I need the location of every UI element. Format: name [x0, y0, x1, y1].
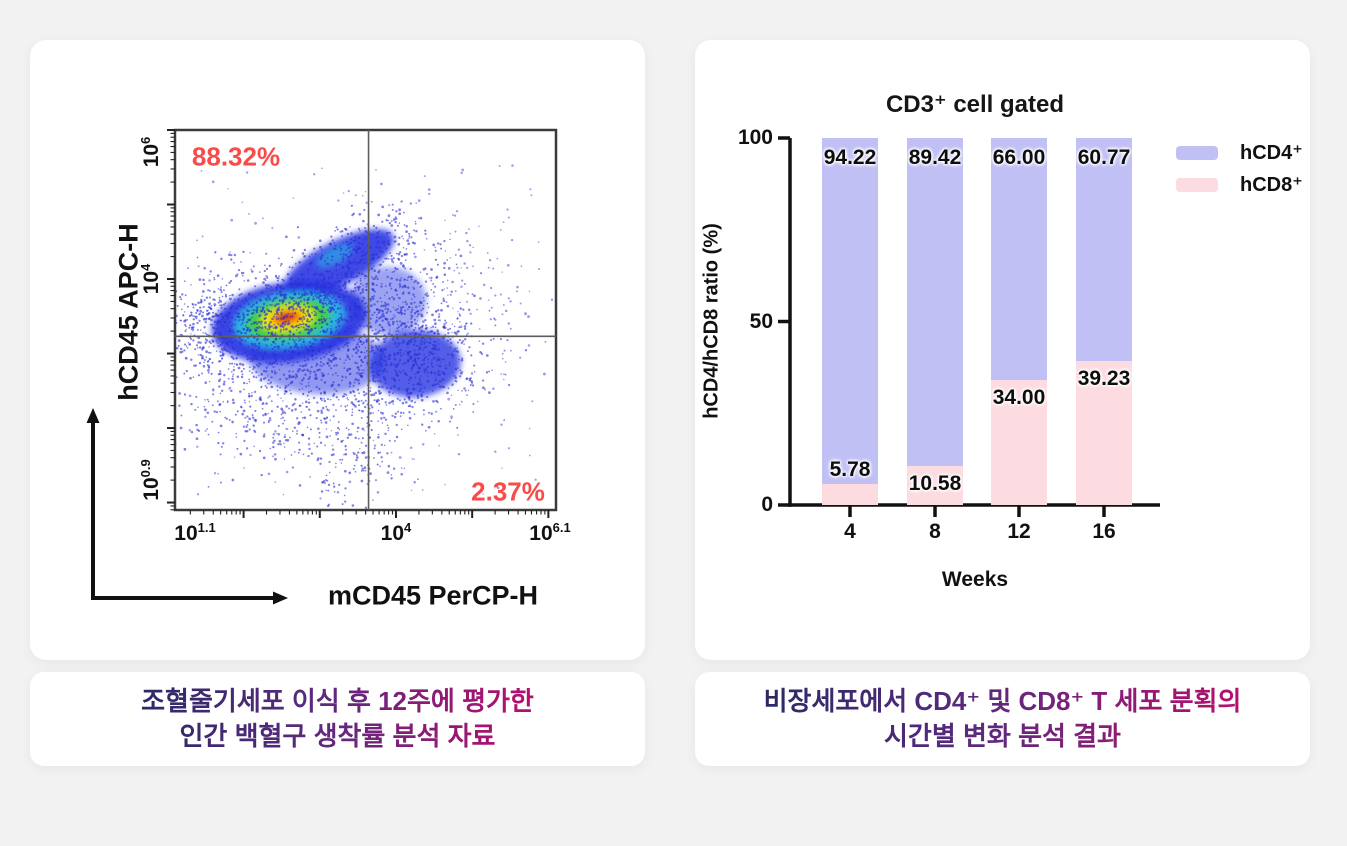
- bar-y-tick-50: 50: [749, 309, 773, 333]
- bar-week-16-hcd8: [1076, 361, 1132, 505]
- bar-caption: 비장세포에서 CD4⁺ 및 CD8⁺ T 세포 분획의 시간별 변화 분석 결과: [764, 684, 1242, 754]
- bar-y-tick-0: 0: [761, 493, 773, 516]
- legend-swatch-hcd4: [1176, 145, 1218, 160]
- legend-item-hcd8: hCD8⁺: [1176, 172, 1303, 197]
- bar-value-week-4-hcd8: 5.78: [829, 457, 871, 481]
- bar-chart-figure: CD3⁺ cell gated hCD4/hCD8 ratio (%) Week…: [695, 40, 1310, 660]
- flow-caption: 조혈줄기세포 이식 후 12주에 평가한 인간 백혈구 생착률 분석 자료: [141, 684, 534, 754]
- bar-week-4-hcd4: [822, 138, 878, 484]
- bar-y-axis-title: hCD4/hCD8 ratio (%): [700, 223, 723, 419]
- legend-swatch-hcd8: [1176, 177, 1218, 192]
- bar-chart-axes: [778, 136, 1160, 517]
- legend-item-hcd4: hCD4⁺: [1176, 140, 1303, 165]
- bar-week-12-hcd8: [991, 380, 1047, 505]
- bar-value-week-4-hcd4: 94.22: [823, 146, 877, 169]
- legend-label-hcd8: hCD8⁺: [1240, 174, 1303, 196]
- bar-value-week-8-hcd4: 89.42: [908, 146, 962, 169]
- flow-x-axis-title: mCD45 PerCP-H: [327, 580, 539, 611]
- flow-x-tick-10e6.1: 106.1: [529, 520, 571, 545]
- bar-week-4-hcd8: [822, 483, 878, 505]
- bar-caption-card: 비장세포에서 CD4⁺ 및 CD8⁺ T 세포 분획의 시간별 변화 분석 결과: [695, 672, 1310, 766]
- bar-value-week-16-hcd8: 39.23: [1077, 367, 1131, 391]
- flow-caption-line1: 조혈줄기세포 이식 후 12주에 평가한: [141, 686, 534, 716]
- flow-caption-card: 조혈줄기세포 이식 후 12주에 평가한 인간 백혈구 생착률 분석 자료: [30, 672, 645, 766]
- legend-label-hcd4: hCD4⁺: [1240, 142, 1303, 164]
- bar-value-week-8-hcd8: 10.58: [908, 472, 962, 496]
- flow-x-tick-10e4: 104: [380, 520, 412, 545]
- bar-x-axis-title: Weeks: [941, 568, 1009, 591]
- bar-week-12-hcd4: [991, 138, 1047, 381]
- bar-caption-line1: 비장세포에서 CD4⁺ 및 CD8⁺ T 세포 분획의: [763, 686, 1242, 716]
- bar-x-tick-week-8: 8: [929, 520, 941, 543]
- flow-x-tick-10e1.1: 101.1: [174, 520, 216, 545]
- quadrant-lower-right-percentage: 2.37%: [471, 476, 545, 507]
- flow-panel-card: hCD45 APC-H mCD45 PerCP-H 88.32% 2.37% 1…: [30, 40, 645, 660]
- flow-cytometry-figure: hCD45 APC-H mCD45 PerCP-H 88.32% 2.37% 1…: [30, 40, 645, 660]
- bar-caption-line2: 시간별 변화 분석 결과: [884, 721, 1121, 751]
- flow-y-tick-10e4: 104: [138, 263, 163, 295]
- bar-x-tick-week-4: 4: [844, 520, 856, 543]
- bar-week-16-hcd4: [1076, 138, 1132, 362]
- flow-y-tick-10e6: 106: [138, 136, 163, 168]
- bar-value-week-12-hcd8: 34.00: [992, 386, 1046, 410]
- bar-x-tick-week-12: 12: [1007, 520, 1031, 543]
- flow-caption-line2: 인간 백혈구 생착률 분석 자료: [179, 721, 496, 751]
- bar-value-week-16-hcd4: 60.77: [1077, 146, 1131, 169]
- flow-plot-canvas: [86, 128, 558, 605]
- bar-chart-title: CD3⁺ cell gated: [885, 91, 1065, 118]
- flow-y-tick-10e0.9: 100.9: [138, 459, 163, 501]
- bar-y-tick-100: 100: [737, 126, 773, 149]
- bar-week-8-hcd8: [907, 466, 963, 505]
- bar-x-tick-week-16: 16: [1092, 520, 1116, 543]
- bar-week-8-hcd4: [907, 138, 963, 467]
- bar-chart-panel-card: CD3⁺ cell gated hCD4/hCD8 ratio (%) Week…: [695, 40, 1310, 660]
- flow-y-axis-title: hCD45 APC-H: [113, 223, 144, 401]
- bar-value-week-12-hcd4: 66.00: [992, 146, 1046, 169]
- quadrant-upper-left-percentage: 88.32%: [191, 141, 281, 172]
